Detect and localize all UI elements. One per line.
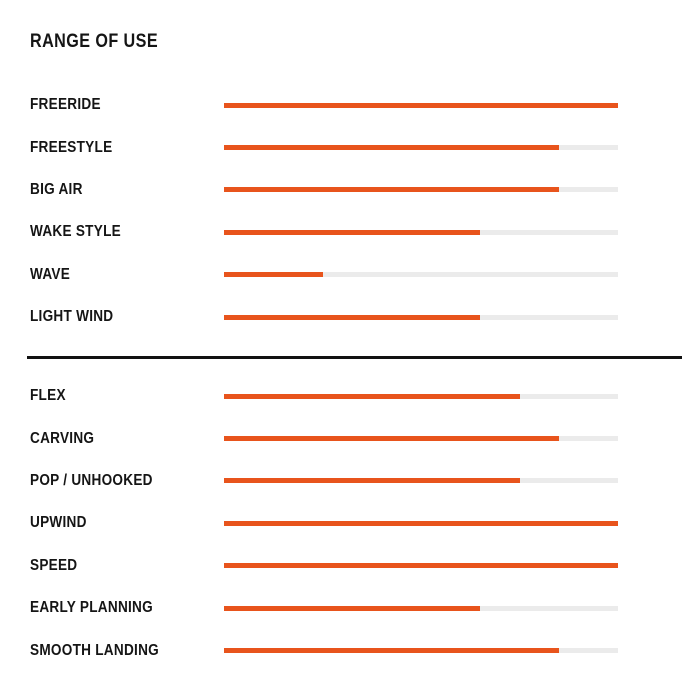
chart-row: SPEED bbox=[0, 545, 700, 587]
bar-track bbox=[224, 314, 618, 320]
chart-row: LIGHT WIND bbox=[0, 296, 700, 338]
row-label: WAKE STYLE bbox=[30, 223, 121, 241]
bar-fill bbox=[224, 314, 481, 320]
bar-fill bbox=[224, 436, 559, 442]
section-characteristics: FLEX CARVING POP / UNHOOKED UPWIND SPEED… bbox=[0, 375, 700, 672]
bar-track bbox=[224, 563, 618, 569]
chart-row: CARVING bbox=[0, 417, 700, 459]
row-label: SMOOTH LANDING bbox=[30, 641, 159, 659]
bar-fill bbox=[224, 187, 559, 193]
chart-row: FREERIDE bbox=[0, 84, 700, 126]
bar-fill bbox=[224, 605, 481, 611]
bar-track bbox=[224, 229, 618, 235]
bar-track bbox=[224, 393, 618, 399]
bar-track bbox=[224, 520, 618, 526]
section-divider bbox=[27, 356, 682, 359]
bar-track bbox=[224, 187, 618, 193]
bar-fill bbox=[224, 229, 481, 235]
bar-fill bbox=[224, 102, 618, 108]
row-label: UPWIND bbox=[30, 514, 87, 532]
chart-row: SMOOTH LANDING bbox=[0, 629, 700, 671]
row-label: LIGHT WIND bbox=[30, 308, 114, 326]
section-range-of-use: FREERIDE FREESTYLE BIG AIR WAKE STYLE WA… bbox=[0, 84, 700, 338]
bar-fill bbox=[224, 145, 559, 151]
bar-fill bbox=[224, 393, 520, 399]
chart-row: WAKE STYLE bbox=[0, 211, 700, 253]
bar-track bbox=[224, 436, 618, 442]
bar-fill bbox=[224, 272, 323, 278]
chart-row: FLEX bbox=[0, 375, 700, 417]
chart-row: UPWIND bbox=[0, 502, 700, 544]
bar-fill bbox=[224, 563, 618, 569]
row-label: WAVE bbox=[30, 265, 71, 283]
row-label: SPEED bbox=[30, 556, 78, 574]
row-label: FREERIDE bbox=[30, 96, 101, 114]
chart-row: BIG AIR bbox=[0, 169, 700, 211]
bar-track bbox=[224, 648, 618, 654]
row-label: POP / UNHOOKED bbox=[30, 471, 153, 489]
chart-row: POP / UNHOOKED bbox=[0, 460, 700, 502]
bar-fill bbox=[224, 520, 618, 526]
bar-track bbox=[224, 102, 618, 108]
row-label: FLEX bbox=[30, 387, 66, 405]
bar-track bbox=[224, 272, 618, 278]
chart-row: WAVE bbox=[0, 254, 700, 296]
row-label: BIG AIR bbox=[30, 180, 83, 198]
bar-track bbox=[224, 605, 618, 611]
page-title: RANGE OF USE bbox=[30, 31, 159, 52]
chart-row: EARLY PLANNING bbox=[0, 587, 700, 629]
bar-track bbox=[224, 145, 618, 151]
bar-track bbox=[224, 478, 618, 484]
bar-fill bbox=[224, 648, 559, 654]
row-label: FREESTYLE bbox=[30, 138, 113, 156]
chart-row: FREESTYLE bbox=[0, 126, 700, 168]
bar-fill bbox=[224, 478, 520, 484]
row-label: CARVING bbox=[30, 429, 95, 447]
row-label: EARLY PLANNING bbox=[30, 599, 153, 617]
